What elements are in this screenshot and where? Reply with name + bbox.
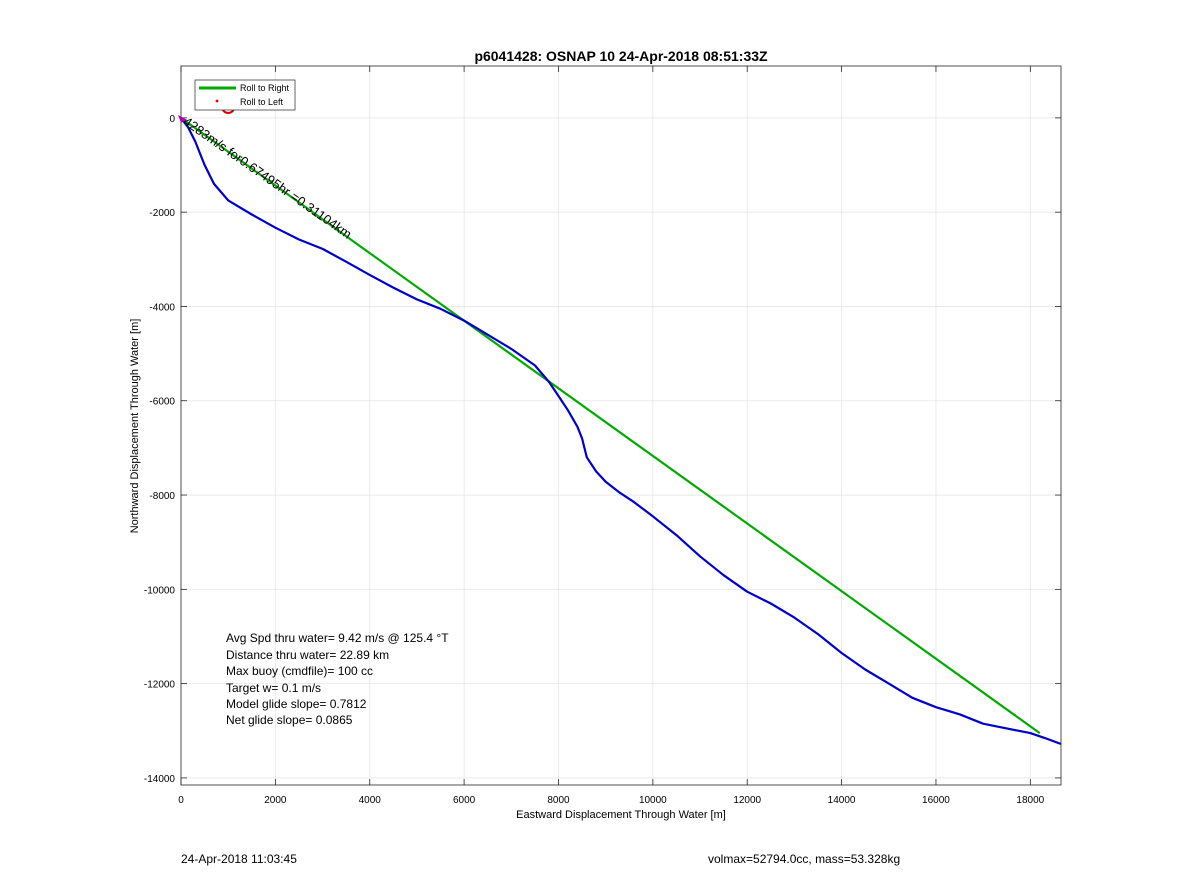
x-tick-label: 8000	[547, 795, 570, 806]
x-tick-label: 14000	[828, 795, 856, 806]
x-tick-label: 10000	[639, 795, 667, 806]
x-tick-label: 12000	[733, 795, 761, 806]
series-line-track	[180, 117, 1062, 746]
y-tick-label: -8000	[149, 491, 175, 502]
y-tick-label: -4000	[149, 302, 175, 313]
stat-model-glide: Model glide slope= 0.7812	[226, 697, 367, 711]
x-tick-label: 18000	[1016, 795, 1044, 806]
x-tick-label: 16000	[922, 795, 950, 806]
stat-distance: Distance thru water= 22.89 km	[226, 648, 389, 662]
stat-net-glide: Net glide slope= 0.0865	[226, 713, 353, 727]
series-line-roll-to-right	[180, 117, 1041, 734]
footer-timestamp: 24-Apr-2018 11:03:45	[181, 852, 297, 866]
stat-target-w: Target w= 0.1 m/s	[226, 681, 321, 695]
legend-label-roll-left: Roll to Left	[240, 97, 284, 107]
legend-swatch-roll-left	[215, 99, 219, 103]
series-group	[180, 117, 1062, 746]
stats-block: Avg Spd thru water= 9.42 m/s @ 125.4 °T …	[226, 631, 449, 727]
axes-box	[180, 65, 1062, 786]
y-tick-label: -2000	[149, 208, 175, 219]
y-tick-label: 0	[169, 114, 175, 125]
ticks: 0 2000 4000 6000 8000 10000 12000 14000 16000 180…	[144, 66, 1061, 806]
x-axis-label: Eastward Displacement Through Water [m]	[516, 809, 726, 821]
x-tick-label: 2000	[264, 795, 287, 806]
x-tick-label: 0	[178, 795, 184, 806]
x-tick-label: 4000	[359, 795, 382, 806]
grid	[180, 66, 1061, 785]
stat-max-buoy: Max buoy (cmdfile)= 100 cc	[226, 664, 373, 678]
legend: Roll to Right Roll to Left	[194, 79, 296, 111]
footer-volmax-mass: volmax=52794.0cc, mass=53.328kg	[708, 852, 901, 866]
start-marker	[178, 114, 187, 123]
x-tick-label: 6000	[453, 795, 476, 806]
legend-label-roll-right: Roll to Right	[240, 83, 290, 93]
y-axis-label: Northward Displacement Through Water [m]	[129, 319, 141, 534]
y-tick-label: -14000	[144, 774, 176, 785]
legend-box	[194, 79, 296, 111]
y-tick-label: -10000	[144, 585, 176, 596]
plot-area	[181, 66, 1061, 785]
chart-title: p6041428: OSNAP 10 24-Apr-2018 08:51:33Z	[474, 48, 768, 64]
y-tick-label: -6000	[149, 397, 175, 408]
y-tick-label: -12000	[144, 680, 176, 691]
stat-avg-speed: Avg Spd thru water= 9.42 m/s @ 125.4 °T	[226, 631, 449, 645]
